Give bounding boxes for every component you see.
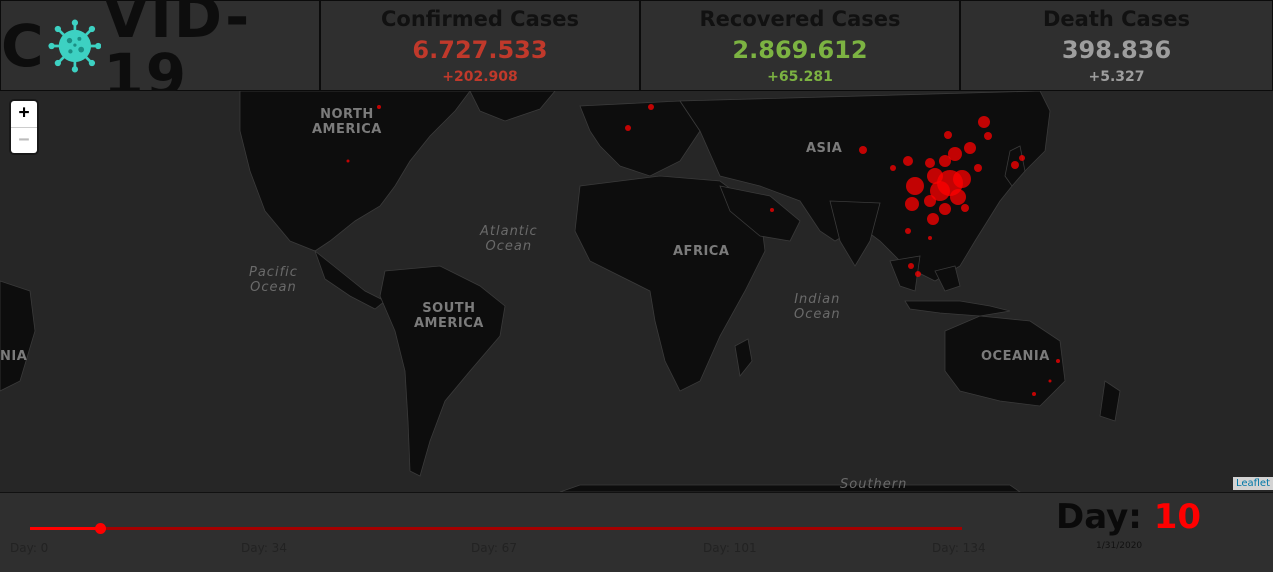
label-oceania: OCEANIA — [981, 349, 1050, 364]
zoom-control: + − — [11, 101, 37, 153]
label-atlantic-1: Atlantic — [480, 224, 538, 239]
map-landmass — [0, 91, 1121, 492]
deaths-delta: +5.327 — [1088, 69, 1145, 85]
label-north-america: NORTH AMERICA — [312, 107, 382, 137]
label-africa: AFRICA — [673, 244, 730, 259]
label-south-america-2: AMERICA — [414, 316, 484, 331]
deaths-title: Death Cases — [1043, 7, 1190, 31]
day-slider-track[interactable] — [30, 527, 962, 530]
label-oceania-left: NIA — [0, 349, 28, 364]
confirmed-delta: +202.908 — [442, 69, 518, 85]
death-cases-panel: Death Cases 398.836 +5.327 — [960, 0, 1273, 91]
label-north-america-2: AMERICA — [312, 122, 382, 137]
label-north-america-1: NORTH — [320, 107, 374, 122]
current-date: 1/31/2020 — [1096, 541, 1143, 551]
zoom-in-button[interactable]: + — [18, 102, 30, 123]
recovered-cases-panel: Recovered Cases 2.869.612 +65.281 — [640, 0, 960, 91]
day-prefix: Day: — [1056, 497, 1142, 537]
label-indian-1: Indian — [794, 292, 841, 307]
label-atlantic-2: Ocean — [485, 239, 533, 254]
day-slider-handle[interactable] — [94, 523, 106, 534]
covid-logo: C VID — [1, 0, 319, 104]
day-number: 10 — [1153, 497, 1202, 537]
deaths-value: 398.836 — [1061, 36, 1172, 64]
tick-day-0: Day: 0 — [10, 541, 49, 555]
label-atlantic-ocean: Atlantic Ocean — [480, 224, 538, 254]
logo-cell: C VID — [0, 0, 320, 104]
case-markers — [346, 104, 1060, 396]
label-pacific-ocean: Pacific Ocean — [249, 265, 298, 295]
zoom-out-button[interactable]: − — [11, 127, 37, 154]
logo-suffix: VID-19 — [103, 0, 252, 109]
tick-day-134: Day: 134 — [932, 541, 986, 555]
confirmed-value: 6.727.533 — [412, 36, 548, 64]
virus-icon — [48, 19, 101, 72]
label-pacific-2: Ocean — [250, 280, 297, 295]
confirmed-cases-panel: Confirmed Cases 6.727.533 +202.908 — [320, 0, 640, 91]
timeline-bar: Day: 0 Day: 34 Day: 67 Day: 101 Day: 134… — [0, 492, 1273, 572]
label-pacific-1: Pacific — [249, 265, 298, 280]
tick-day-67: Day: 67 — [471, 541, 517, 555]
label-indian-2: Ocean — [794, 307, 841, 322]
world-map[interactable]: NORTH AMERICA SOUTH AMERICA ASIA AFRICA OC… — [0, 91, 1273, 492]
stats-header: C VID — [0, 0, 1273, 104]
label-asia: ASIA — [806, 141, 843, 156]
label-indian-ocean: Indian Ocean — [794, 292, 841, 322]
label-southern-ocean: Southern — [840, 477, 908, 492]
label-south-america: SOUTH AMERICA — [414, 301, 484, 331]
tick-day-101: Day: 101 — [703, 541, 757, 555]
recovered-value: 2.869.612 — [732, 36, 868, 64]
tick-day-34: Day: 34 — [241, 541, 287, 555]
current-day-display: Day: 10 — [1056, 497, 1201, 537]
day-slider-fill — [30, 527, 100, 530]
label-south-america-1: SOUTH — [422, 301, 476, 316]
confirmed-title: Confirmed Cases — [380, 7, 579, 31]
recovered-title: Recovered Cases — [699, 7, 901, 31]
recovered-delta: +65.281 — [767, 69, 833, 85]
logo-prefix: C — [1, 11, 46, 80]
leaflet-attribution-link[interactable]: Leaflet — [1232, 477, 1273, 490]
